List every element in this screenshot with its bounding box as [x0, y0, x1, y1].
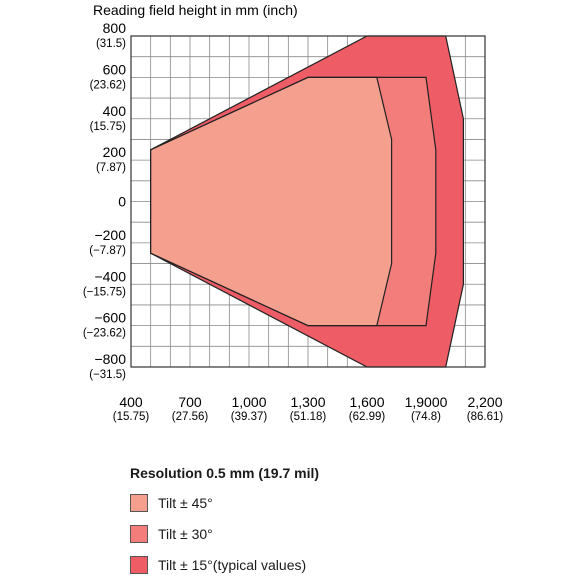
x-tick-sublabel: (39.37) [231, 411, 268, 423]
x-tick-sublabel: (15.75) [113, 411, 150, 423]
y-tick-label: 0 [118, 194, 126, 210]
x-tick-label: 1,9000 [405, 394, 448, 410]
legend-label-tilt-45: Tilt ± 45° [158, 495, 213, 511]
y-tick-sublabel: (−23.62) [83, 328, 126, 340]
legend-item-tilt-30: Tilt ± 30° [130, 524, 319, 544]
legend-label-tilt-30: Tilt ± 30° [158, 526, 213, 542]
x-tick-label: 1,600 [349, 394, 384, 410]
y-tick-sublabel: (−31.5) [89, 369, 126, 381]
y-tick-label: 400 [103, 103, 127, 119]
y-tick-label: −800 [94, 351, 126, 367]
reading-field-areas [150, 35, 464, 368]
x-tick-label: 1,300 [290, 394, 325, 410]
legend-item-tilt-15: Tilt ± 15°(typical values) [130, 555, 319, 575]
y-tick-sublabel: (−15.75) [83, 286, 126, 298]
y-tick-label: 800 [103, 20, 127, 36]
y-tick-sublabel: (−7.87) [89, 245, 126, 257]
legend-title: Resolution 0.5 mm (19.7 mil) [130, 465, 320, 481]
legend-label-tilt-15: Tilt ± 15°(typical values) [158, 557, 307, 573]
y-axis-ticks: 800 (31.5) 600 (23.62) 400 (15.75) 200 (7.87) 0 −… [83, 20, 126, 381]
x-tick-sublabel: (51.18) [290, 411, 327, 423]
legend-swatch-tilt-30 [130, 525, 148, 543]
plot-frame [130, 35, 486, 368]
y-tick-label: 600 [103, 61, 127, 77]
plot-border [130, 35, 486, 368]
legend: Resolution 0.5 mm (19.7 mil) Tilt ± 45° … [130, 465, 319, 586]
chart-title: Reading field height in mm (inch) [93, 2, 298, 18]
x-tick-label: 400 [119, 394, 143, 410]
legend-swatch-tilt-15 [130, 556, 148, 574]
y-tick-sublabel: (31.5) [96, 38, 126, 50]
legend-item-tilt-45: Tilt ± 45° [130, 493, 319, 513]
x-axis-ticks: 400(15.75) 700(27.56) 1,000(39.37) 1,300(51… [113, 394, 504, 423]
y-tick-sublabel: (15.75) [90, 121, 127, 133]
x-tick-label: 700 [178, 394, 202, 410]
y-tick-label: −400 [94, 268, 126, 284]
x-tick-sublabel: (74.8) [411, 411, 441, 423]
series-area-2 [150, 76, 393, 327]
x-tick-label: 1,000 [231, 394, 266, 410]
y-tick-sublabel: (23.62) [90, 79, 127, 91]
x-tick-label: 2,200 [467, 394, 502, 410]
x-tick-sublabel: (62.99) [349, 411, 386, 423]
y-tick-label: −200 [94, 227, 126, 243]
x-tick-sublabel: (27.56) [172, 411, 209, 423]
legend-swatch-tilt-45 [130, 494, 148, 512]
y-tick-label: 200 [103, 144, 127, 160]
y-tick-sublabel: (7.87) [96, 162, 126, 174]
x-tick-sublabel: (86.61) [467, 411, 504, 423]
y-tick-label: −600 [94, 310, 126, 326]
